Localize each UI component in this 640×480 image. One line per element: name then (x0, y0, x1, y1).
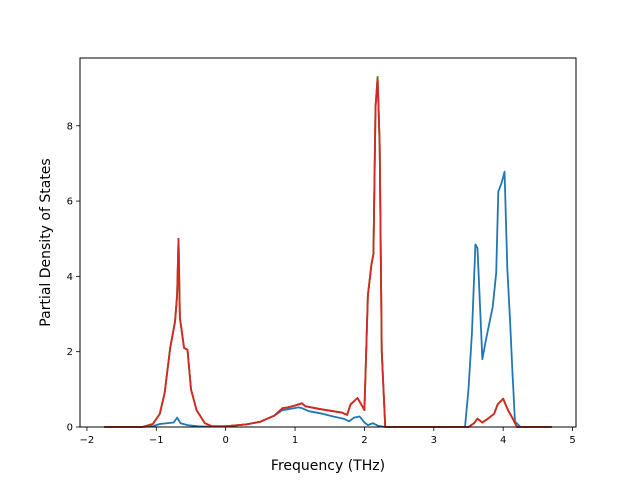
x-tick-label: 3 (431, 435, 437, 446)
x-axis-label: Frequency (THz) (271, 458, 385, 474)
x-tick-label: 0 (222, 435, 228, 446)
series-layer (104, 75, 552, 428)
x-tick-label: 5 (569, 435, 575, 446)
y-tick-label: 8 (67, 121, 73, 132)
x-axis-ticks: −2 −1 0 1 2 3 4 5 (80, 427, 576, 446)
y-tick-label: 2 (67, 347, 73, 358)
y-tick-label: 0 (67, 423, 73, 434)
y-tick-label: 4 (67, 272, 73, 283)
series-line-4 (104, 77, 552, 428)
y-axis-ticks: 0 2 4 6 8 (67, 121, 80, 434)
x-tick-label: 1 (292, 435, 298, 446)
y-tick-label: 6 (67, 197, 73, 208)
x-tick-label: 4 (500, 435, 506, 446)
plot-frame (79, 57, 577, 428)
series-line-1 (104, 170, 552, 428)
x-tick-label: −2 (80, 435, 95, 446)
y-axis-label: Partial Density of States (38, 158, 54, 326)
x-tick-label: 2 (361, 435, 367, 446)
x-tick-label: −1 (149, 435, 164, 446)
